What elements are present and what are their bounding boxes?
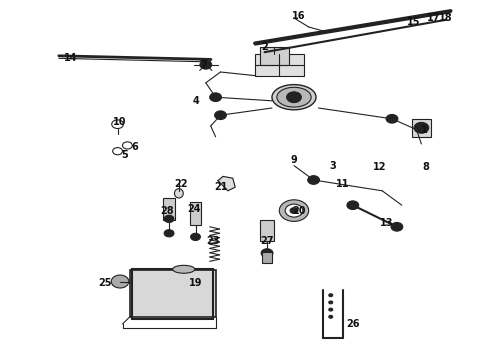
Text: 28: 28 bbox=[160, 206, 173, 216]
Text: 4: 4 bbox=[193, 96, 199, 106]
Text: 8: 8 bbox=[423, 162, 430, 172]
Ellipse shape bbox=[174, 189, 183, 198]
Circle shape bbox=[191, 233, 200, 240]
Circle shape bbox=[111, 275, 129, 288]
Text: 11: 11 bbox=[336, 179, 350, 189]
Text: 17: 17 bbox=[427, 13, 441, 23]
Text: 13: 13 bbox=[380, 218, 394, 228]
Circle shape bbox=[200, 60, 212, 69]
Circle shape bbox=[386, 114, 398, 123]
Text: 24: 24 bbox=[187, 204, 200, 214]
Text: 3: 3 bbox=[330, 161, 337, 171]
Bar bbox=[260, 47, 289, 65]
Bar bbox=[255, 54, 304, 76]
Text: 21: 21 bbox=[214, 182, 227, 192]
Bar bbox=[163, 198, 175, 220]
Text: 19: 19 bbox=[189, 278, 203, 288]
Text: 20: 20 bbox=[292, 206, 306, 216]
Polygon shape bbox=[218, 176, 235, 191]
Text: 15: 15 bbox=[407, 17, 421, 27]
Bar bbox=[412, 119, 431, 137]
Circle shape bbox=[347, 201, 359, 210]
Text: 23: 23 bbox=[206, 236, 220, 246]
Ellipse shape bbox=[277, 87, 311, 107]
Text: 1: 1 bbox=[420, 125, 427, 135]
Text: 26: 26 bbox=[346, 319, 360, 329]
Circle shape bbox=[329, 294, 333, 297]
Circle shape bbox=[285, 204, 303, 217]
Text: 27: 27 bbox=[260, 236, 274, 246]
Circle shape bbox=[164, 215, 174, 222]
Bar bbox=[132, 269, 213, 319]
Text: 6: 6 bbox=[131, 142, 138, 152]
Text: 14: 14 bbox=[64, 53, 78, 63]
Circle shape bbox=[287, 92, 301, 103]
Circle shape bbox=[329, 315, 333, 318]
Text: 2: 2 bbox=[261, 42, 268, 52]
Circle shape bbox=[290, 208, 298, 213]
Text: 7: 7 bbox=[200, 60, 207, 70]
Circle shape bbox=[279, 200, 309, 221]
Circle shape bbox=[164, 230, 174, 237]
Text: 16: 16 bbox=[292, 11, 306, 21]
Ellipse shape bbox=[172, 265, 195, 273]
Circle shape bbox=[414, 122, 429, 133]
Bar bbox=[262, 252, 272, 263]
Bar bbox=[260, 220, 274, 241]
Circle shape bbox=[308, 176, 319, 184]
Text: 12: 12 bbox=[373, 162, 387, 172]
Text: 22: 22 bbox=[174, 179, 188, 189]
Bar bbox=[190, 202, 201, 225]
Text: 10: 10 bbox=[113, 117, 127, 127]
Bar bbox=[130, 270, 216, 317]
Circle shape bbox=[329, 308, 333, 311]
Text: 18: 18 bbox=[439, 13, 453, 23]
Circle shape bbox=[391, 222, 403, 231]
Circle shape bbox=[215, 111, 226, 120]
Text: 25: 25 bbox=[98, 278, 112, 288]
Circle shape bbox=[210, 93, 221, 102]
Circle shape bbox=[261, 249, 273, 257]
Text: 9: 9 bbox=[291, 155, 297, 165]
Ellipse shape bbox=[272, 85, 316, 110]
Text: 5: 5 bbox=[122, 150, 128, 160]
Circle shape bbox=[329, 301, 333, 304]
